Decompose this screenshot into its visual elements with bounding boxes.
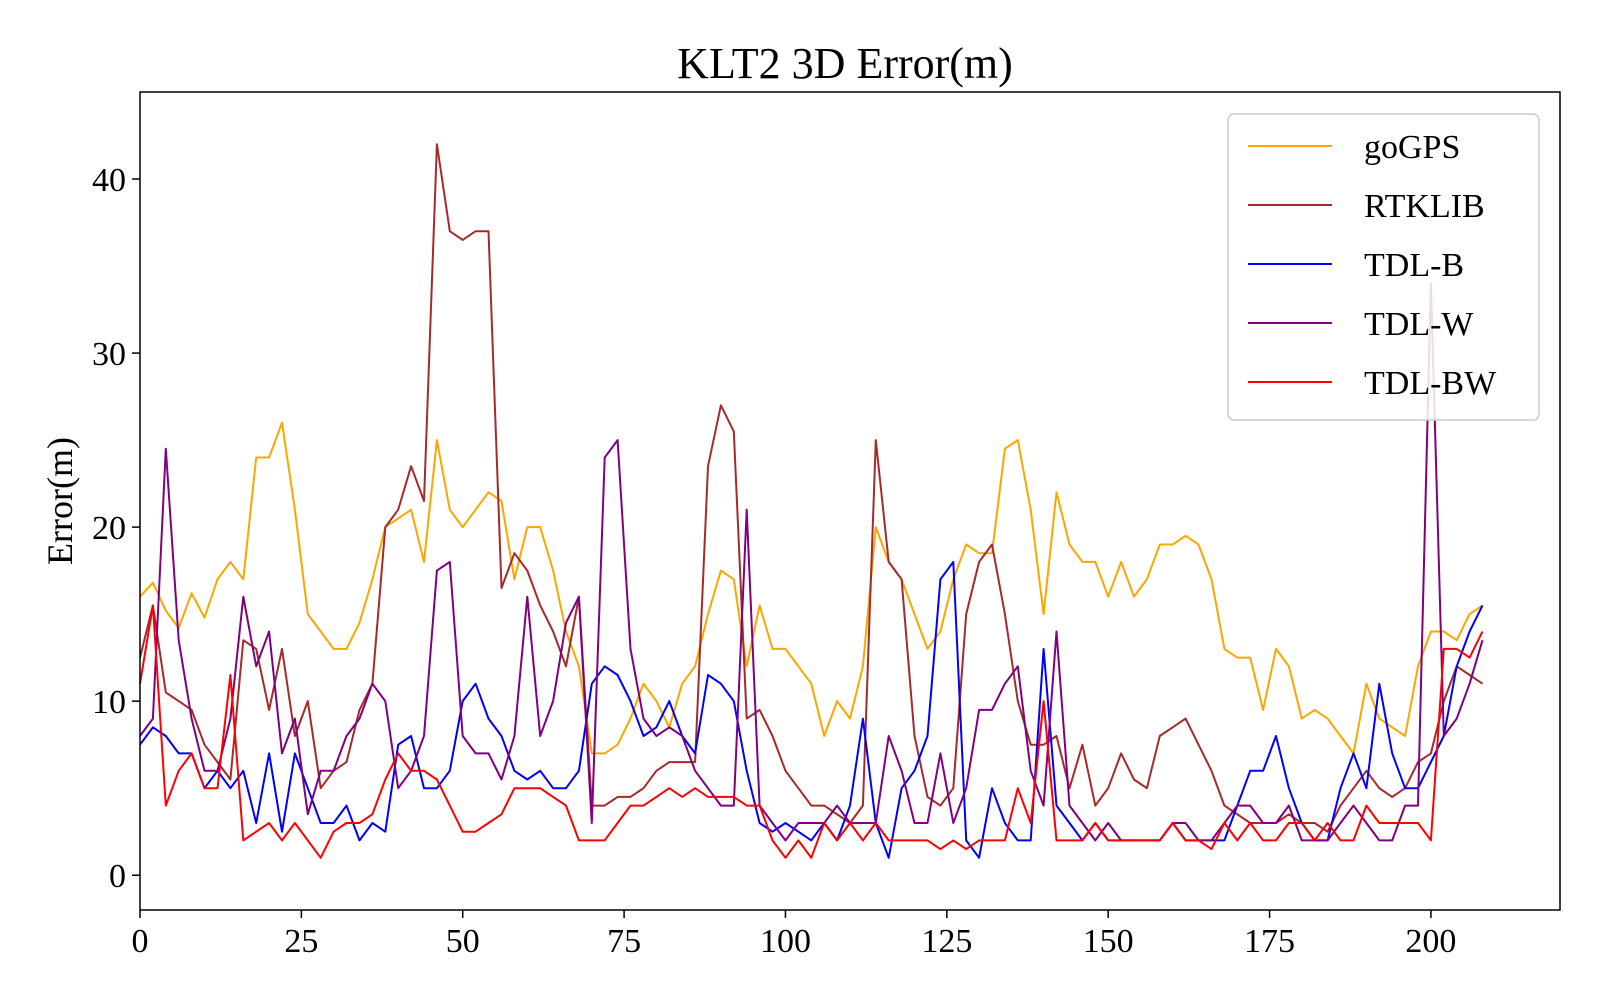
series-line-tdl-w xyxy=(139,282,1484,842)
series-line-tdl-b xyxy=(139,560,1484,859)
plot-frame xyxy=(139,91,1561,911)
y-axis: 0 10 20 30 40 xyxy=(92,162,140,895)
legend-box xyxy=(1227,113,1540,421)
legend-label-gogps: goGPS xyxy=(1364,129,1460,166)
y-axis-label: Error(m) xyxy=(40,437,80,565)
series-lines xyxy=(139,143,1484,859)
y-tick-label: 0 xyxy=(109,858,126,895)
x-tick-label: 150 xyxy=(1083,923,1134,960)
legend: goGPS RTKLIB TDL-B TDL-W TDL-BW xyxy=(1227,113,1540,421)
y-tick-label: 20 xyxy=(92,510,126,547)
y-tick-label: 40 xyxy=(92,162,126,199)
x-tick-label: 100 xyxy=(760,923,811,960)
legend-label-rtklib: RTKLIB xyxy=(1364,188,1485,225)
x-tick-label: 25 xyxy=(284,923,318,960)
x-tick-label: 175 xyxy=(1244,923,1295,960)
chart-title: KLT2 3D Error(m) xyxy=(677,39,1013,88)
legend-label-tdl-b: TDL-B xyxy=(1364,247,1464,284)
y-tick-label: 10 xyxy=(92,684,126,721)
legend-label-tdl-w: TDL-W xyxy=(1364,306,1474,343)
y-tick-label: 30 xyxy=(92,336,126,373)
series-line-gogps xyxy=(139,421,1484,755)
x-tick-label: 200 xyxy=(1405,923,1456,960)
x-tick-label: 75 xyxy=(607,923,641,960)
x-axis: 0 25 50 75 100 125 150 175 200 xyxy=(132,910,1456,960)
series-line-tdl-bw xyxy=(139,604,1484,859)
series-line-rtklib xyxy=(139,143,1484,833)
x-tick-label: 50 xyxy=(446,923,480,960)
legend-label-tdl-bw: TDL-BW xyxy=(1364,365,1497,402)
x-tick-label: 0 xyxy=(132,923,149,960)
x-tick-label: 125 xyxy=(921,923,972,960)
